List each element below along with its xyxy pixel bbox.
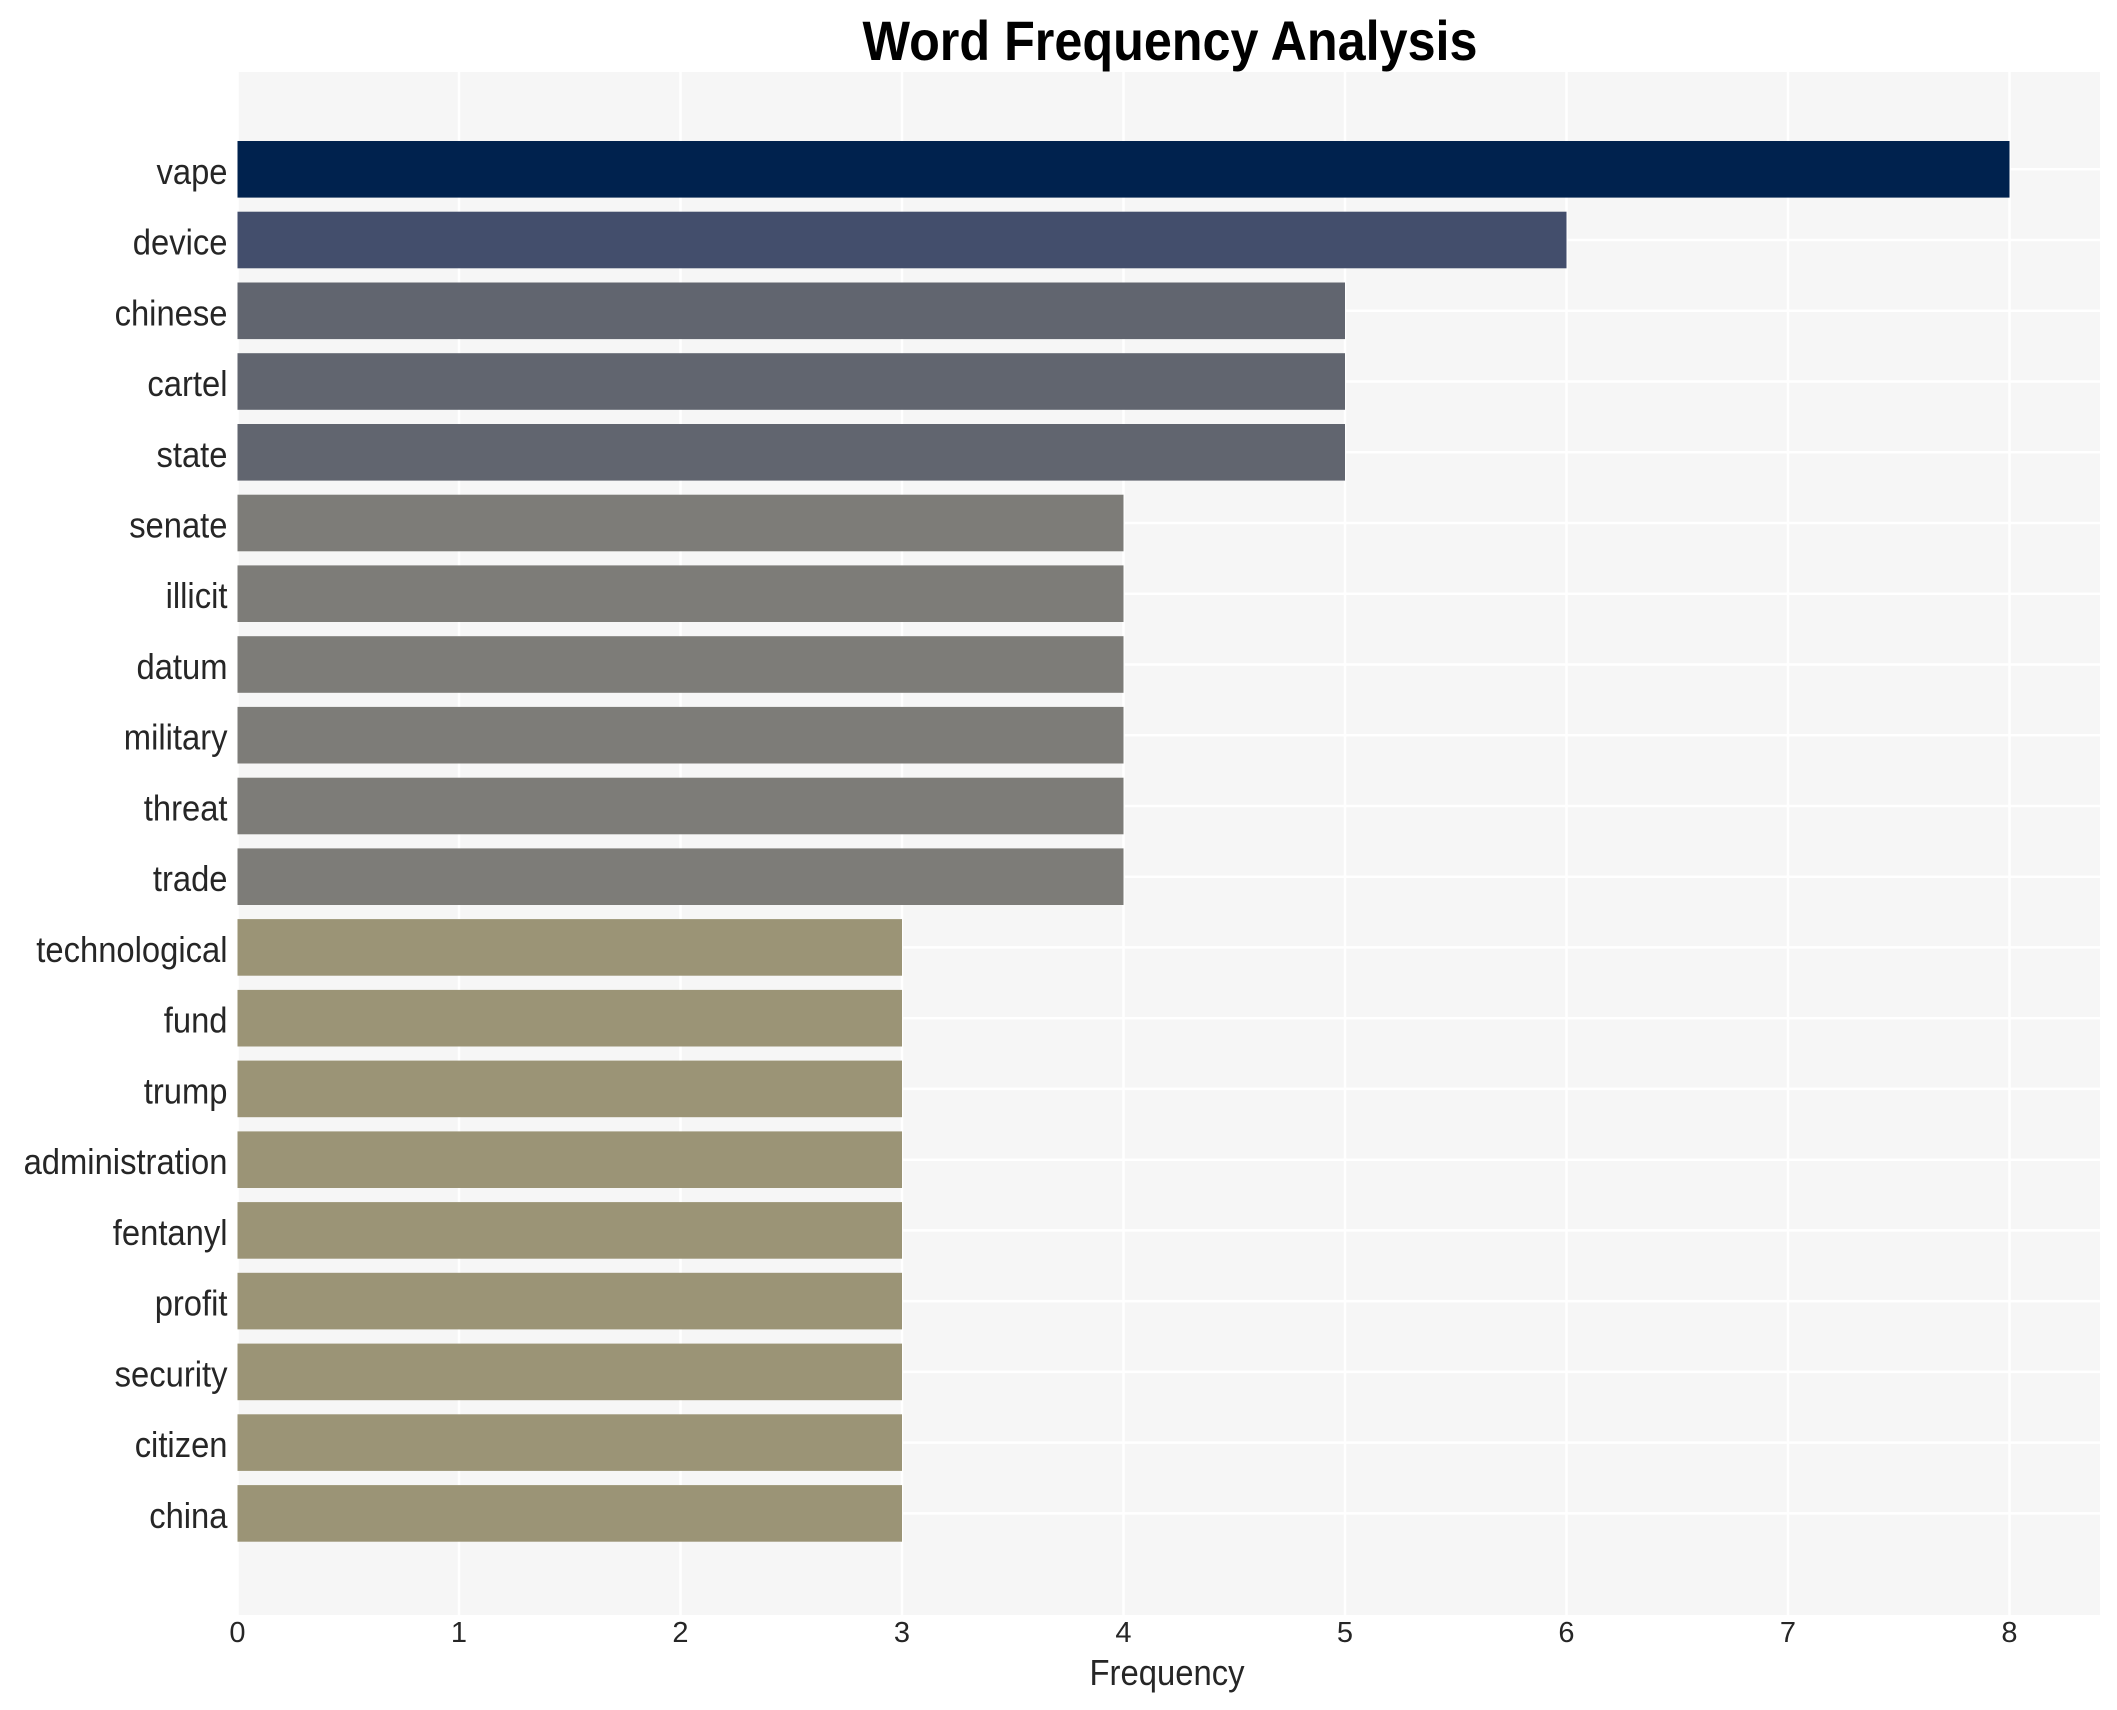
svg-text:administration: administration: [24, 1141, 228, 1182]
svg-text:fentanyl: fentanyl: [113, 1212, 228, 1253]
svg-text:6: 6: [1558, 1617, 1574, 1649]
svg-text:technological: technological: [36, 929, 227, 970]
svg-text:senate: senate: [129, 505, 227, 546]
svg-text:fund: fund: [164, 1000, 228, 1041]
svg-text:citizen: citizen: [135, 1424, 228, 1465]
svg-text:device: device: [133, 222, 228, 263]
svg-text:vape: vape: [157, 151, 228, 192]
svg-text:cartel: cartel: [147, 363, 227, 404]
svg-text:8: 8: [2001, 1617, 2017, 1649]
svg-text:china: china: [149, 1495, 228, 1536]
svg-text:trump: trump: [144, 1070, 228, 1111]
svg-text:7: 7: [1780, 1617, 1796, 1649]
svg-text:5: 5: [1337, 1617, 1353, 1649]
svg-text:chinese: chinese: [115, 292, 228, 333]
svg-text:1: 1: [451, 1617, 467, 1649]
svg-text:2: 2: [672, 1617, 688, 1649]
svg-text:trade: trade: [153, 858, 228, 899]
svg-text:datum: datum: [137, 646, 228, 687]
svg-text:security: security: [115, 1353, 228, 1394]
svg-text:threat: threat: [144, 788, 228, 829]
svg-text:3: 3: [894, 1617, 910, 1649]
svg-text:4: 4: [1115, 1617, 1131, 1649]
svg-text:Frequency: Frequency: [1090, 1652, 1246, 1693]
svg-text:illicit: illicit: [166, 575, 228, 616]
svg-text:0: 0: [229, 1617, 245, 1649]
svg-text:state: state: [157, 434, 228, 475]
svg-text:profit: profit: [155, 1283, 228, 1324]
svg-text:Word Frequency Analysis: Word Frequency Analysis: [863, 9, 1478, 72]
svg-text:military: military: [124, 717, 228, 758]
